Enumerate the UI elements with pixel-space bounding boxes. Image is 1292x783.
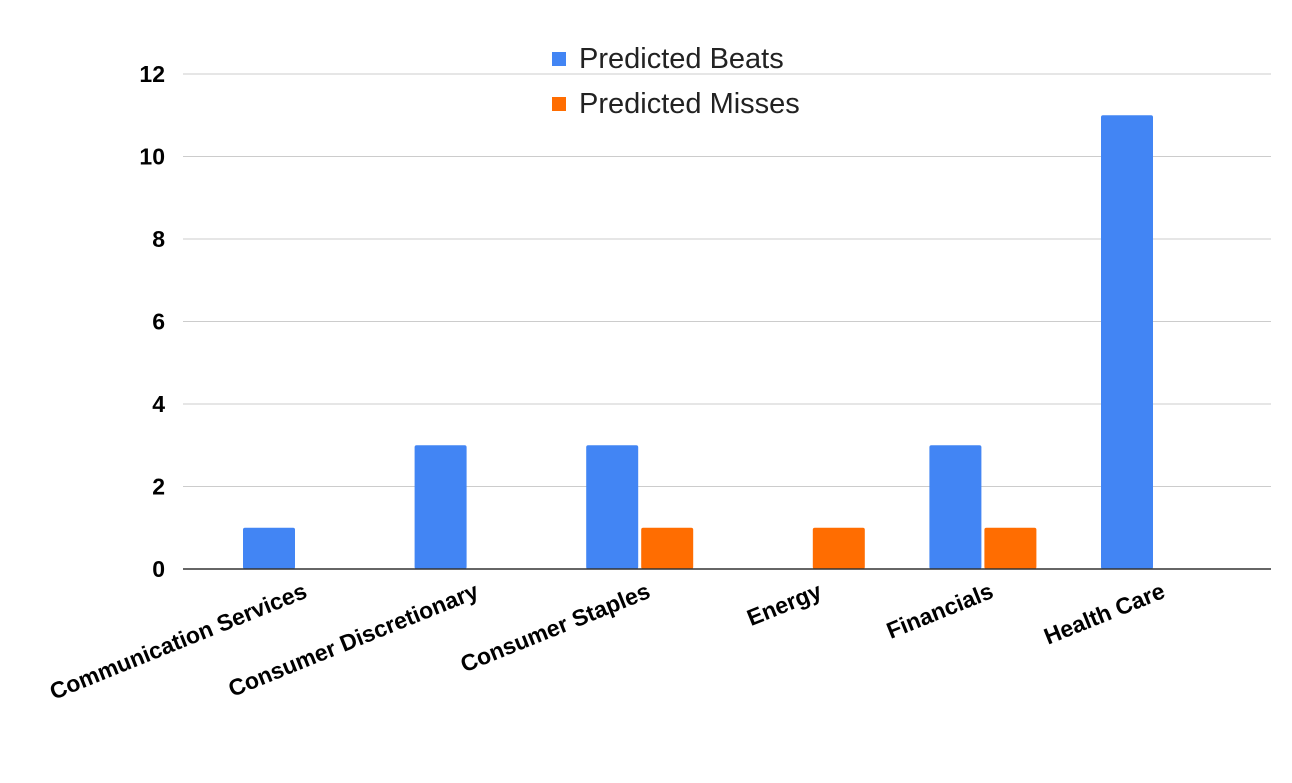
legend-label-predicted-misses: Predicted Misses xyxy=(579,88,800,120)
x-tick-label: Health Care xyxy=(1040,578,1168,650)
y-tick-label: 10 xyxy=(139,144,165,170)
y-axis-ticks: 0 2 4 6 8 10 12 xyxy=(139,61,165,582)
y-tick-label: 4 xyxy=(152,391,165,417)
x-tick-label: Energy xyxy=(743,577,825,630)
legend: Predicted Beats Predicted Misses xyxy=(552,43,800,120)
legend-swatch-predicted-misses xyxy=(552,97,566,111)
bar-predicted-beats xyxy=(414,445,467,569)
y-tick-label: 6 xyxy=(152,309,165,335)
bar-predicted-beats xyxy=(929,445,982,569)
x-tick-label: Consumer Staples xyxy=(457,578,654,678)
y-tick-label: 8 xyxy=(152,226,165,252)
y-tick-label: 2 xyxy=(152,474,165,500)
legend-swatch-predicted-beats xyxy=(552,52,566,66)
y-tick-label: 12 xyxy=(139,61,165,87)
legend-label-predicted-beats: Predicted Beats xyxy=(579,43,784,75)
bar-predicted-misses xyxy=(812,527,865,569)
bar-predicted-misses xyxy=(641,527,694,569)
x-tick-label: Financials xyxy=(883,578,997,644)
bar-predicted-beats xyxy=(1101,115,1153,569)
bar-predicted-beats xyxy=(243,527,295,569)
bars xyxy=(243,115,1153,569)
bar-predicted-misses xyxy=(984,527,1037,569)
bar-predicted-beats xyxy=(586,445,639,569)
y-tick-label: 0 xyxy=(152,556,165,582)
gridlines xyxy=(183,73,1271,487)
